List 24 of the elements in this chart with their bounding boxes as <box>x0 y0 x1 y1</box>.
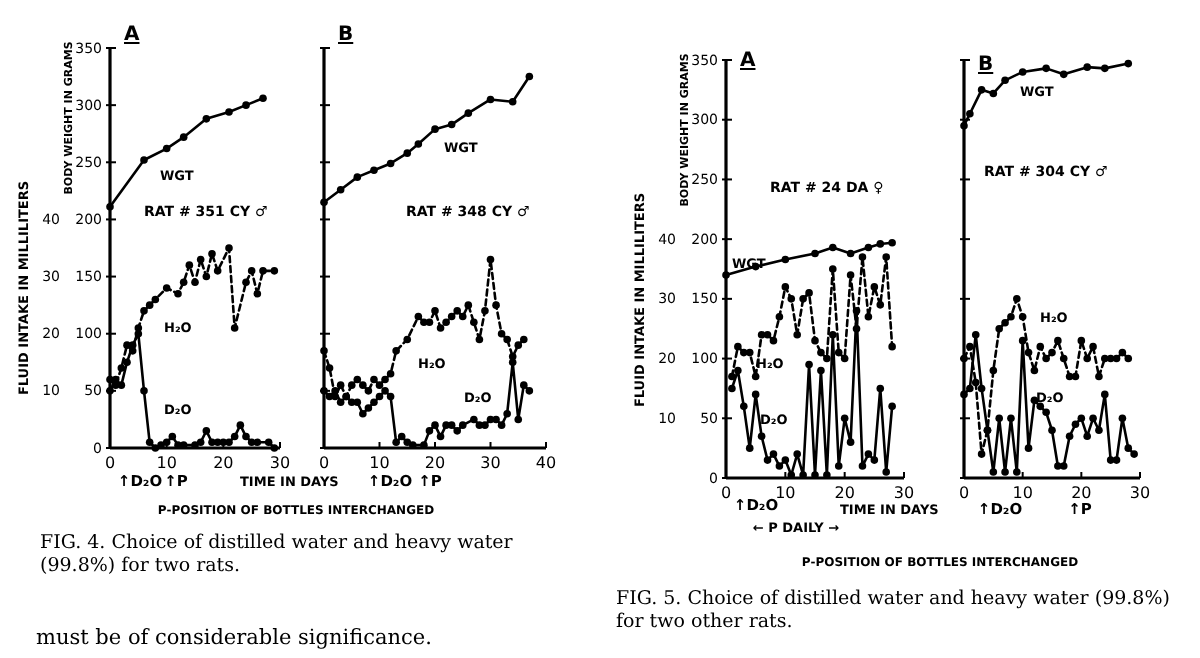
x-tick-label: 10 <box>1012 484 1033 503</box>
chart-title: A <box>124 24 140 46</box>
x-tick-label: 30 <box>480 454 501 473</box>
chart-title: B <box>978 54 994 76</box>
x-tick-label: 20 <box>834 484 855 503</box>
x-tick-label: 10 <box>369 454 390 473</box>
x-tick-label: 10 <box>156 454 177 473</box>
x-tick-label: 0 <box>104 454 116 473</box>
x-tick-label: 30 <box>1129 484 1151 503</box>
chart-title: A <box>740 50 756 72</box>
text: must be of considerable significance. <box>36 626 432 650</box>
chart-title: B <box>338 24 354 46</box>
x-tick-label: 0 <box>318 454 330 473</box>
x-tick-label: 30 <box>269 454 291 473</box>
x-tick-label: 30 <box>893 484 915 503</box>
caption: FIG. 4. Choice of distilled water and heavy water (99.8%) for two rats. <box>40 532 514 577</box>
x-tick-label: 0 <box>958 484 970 503</box>
caption: FIG. 5. Choice of distilled water and heavy water (99.8%) for two other rats. <box>616 588 1170 633</box>
x-tick-label: 20 <box>1071 484 1092 503</box>
x-tick-label: 40 <box>535 454 557 473</box>
x-tick-label: 20 <box>424 454 446 473</box>
x-tick-label: 0 <box>720 484 732 503</box>
x-tick-label: 10 <box>775 484 796 503</box>
x-tick-label: 20 <box>213 454 234 473</box>
